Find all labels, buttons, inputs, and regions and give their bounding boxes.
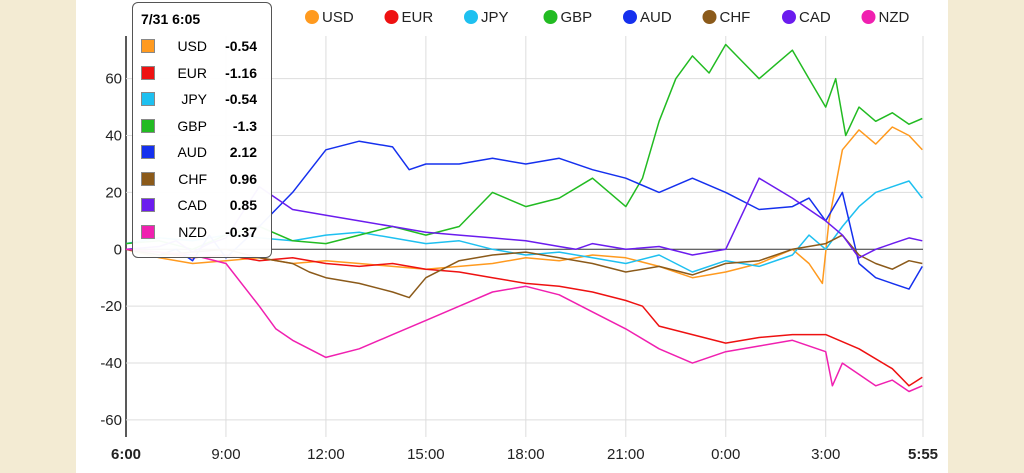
x-tick-label: 21:00 <box>607 446 645 463</box>
tooltip-swatch <box>141 65 155 80</box>
tooltip-row: USD -0.54 <box>141 33 263 60</box>
x-tick-label: 15:00 <box>407 446 445 463</box>
tooltip-swatch <box>141 39 155 54</box>
y-tick-label: 60 <box>105 71 122 88</box>
tooltip-series-name: USD <box>177 38 207 55</box>
x-tick-label: 9:00 <box>211 446 240 463</box>
tooltip-row: GBP -1.3 <box>141 113 263 140</box>
tooltip-series-name: NZD <box>178 223 207 240</box>
legend-marker <box>384 10 399 24</box>
legend-label: CHF <box>720 9 751 26</box>
tooltip-swatch <box>141 224 155 239</box>
legend-marker <box>543 10 558 24</box>
legend-label: NZD <box>879 9 910 26</box>
x-tick-label: 0:00 <box>711 446 740 463</box>
legend-label: JPY <box>481 9 509 26</box>
legend-marker <box>305 10 319 24</box>
tooltip-series-name: EUR <box>177 64 207 81</box>
legend-label: EUR <box>402 9 434 26</box>
series-line-nzd <box>125 248 923 393</box>
y-axis: -60 -40 -20 0 20 40 60 <box>100 71 122 429</box>
tooltip-series-name: CAD <box>177 197 207 214</box>
tooltip-series-name: GBP <box>177 117 207 134</box>
legend-marker <box>623 10 637 24</box>
hover-tooltip: 7/31 6:05 USD -0.54 EUR -1.16 JPY -0.54 … <box>132 2 272 258</box>
tooltip-row: AUD 2.12 <box>141 139 263 166</box>
tooltip-title: 7/31 6:05 <box>141 11 201 27</box>
tooltip-series-name: JPY <box>181 91 207 108</box>
tooltip-swatch <box>141 198 155 213</box>
legend-label: USD <box>322 9 354 26</box>
x-tick-label: 5:55 <box>908 446 938 463</box>
y-tick-label: 0 <box>114 241 122 258</box>
y-tick-label: -40 <box>100 355 122 372</box>
x-tick-label: 12:00 <box>307 446 345 463</box>
x-tick-label: 6:00 <box>111 446 141 463</box>
tooltip-row: EUR -1.16 <box>141 60 263 87</box>
series-line-jpy <box>125 180 923 273</box>
tooltip-series-value: 0.96 <box>229 170 257 187</box>
legend: USD EUR JPY GBP AUD CHF CAD NZD <box>305 9 909 26</box>
tooltip-swatch <box>141 145 155 160</box>
tooltip-row: JPY -0.54 <box>141 86 263 113</box>
y-tick-label: -20 <box>100 298 122 315</box>
tooltip-row: CHF 0.96 <box>141 166 263 193</box>
tooltip-series-value: -1.3 <box>232 117 257 134</box>
chart-panel: -60 -40 -20 0 20 40 60 6:00 9:00 12:00 15:00 18:00… <box>76 0 948 473</box>
tooltip-series-value: -0.54 <box>225 91 257 108</box>
tooltip-series-value: -0.54 <box>225 38 257 55</box>
tooltip-series-value: 2.12 <box>229 144 257 161</box>
legend-label: CAD <box>799 9 831 26</box>
y-tick-label: 40 <box>105 128 122 145</box>
tooltip-swatch <box>141 92 155 107</box>
line-chart[interactable]: -60 -40 -20 0 20 40 60 6:00 9:00 12:00 15:00 18:00… <box>76 0 948 473</box>
x-tick-label: 18:00 <box>507 446 545 463</box>
series-line-gbp <box>125 43 923 251</box>
tooltip-swatch <box>141 118 155 133</box>
series-line-eur <box>125 248 923 387</box>
legend-marker <box>464 10 478 24</box>
tooltip-row: CAD 0.85 <box>141 192 263 219</box>
y-tick-label: 20 <box>105 184 122 201</box>
legend-marker <box>782 10 796 24</box>
tooltip-series-value: -1.16 <box>225 64 257 81</box>
tooltip-series-name: CHF <box>178 170 207 187</box>
legend-label: AUD <box>640 9 672 26</box>
tooltip-series-name: AUD <box>177 144 207 161</box>
y-tick-label: -60 <box>100 412 122 429</box>
tooltip-series-value: -0.37 <box>225 223 257 240</box>
tooltip-series-value: 0.85 <box>229 197 257 214</box>
legend-label: GBP <box>561 9 593 26</box>
x-tick-label: 3:00 <box>811 446 840 463</box>
tooltip-swatch <box>141 171 155 186</box>
x-axis: 6:00 9:00 12:00 15:00 18:00 21:00 0:00 3:00 5:55 <box>111 446 938 463</box>
legend-marker <box>861 10 876 24</box>
legend-marker <box>702 10 717 24</box>
tooltip-row: NZD -0.37 <box>141 219 263 246</box>
